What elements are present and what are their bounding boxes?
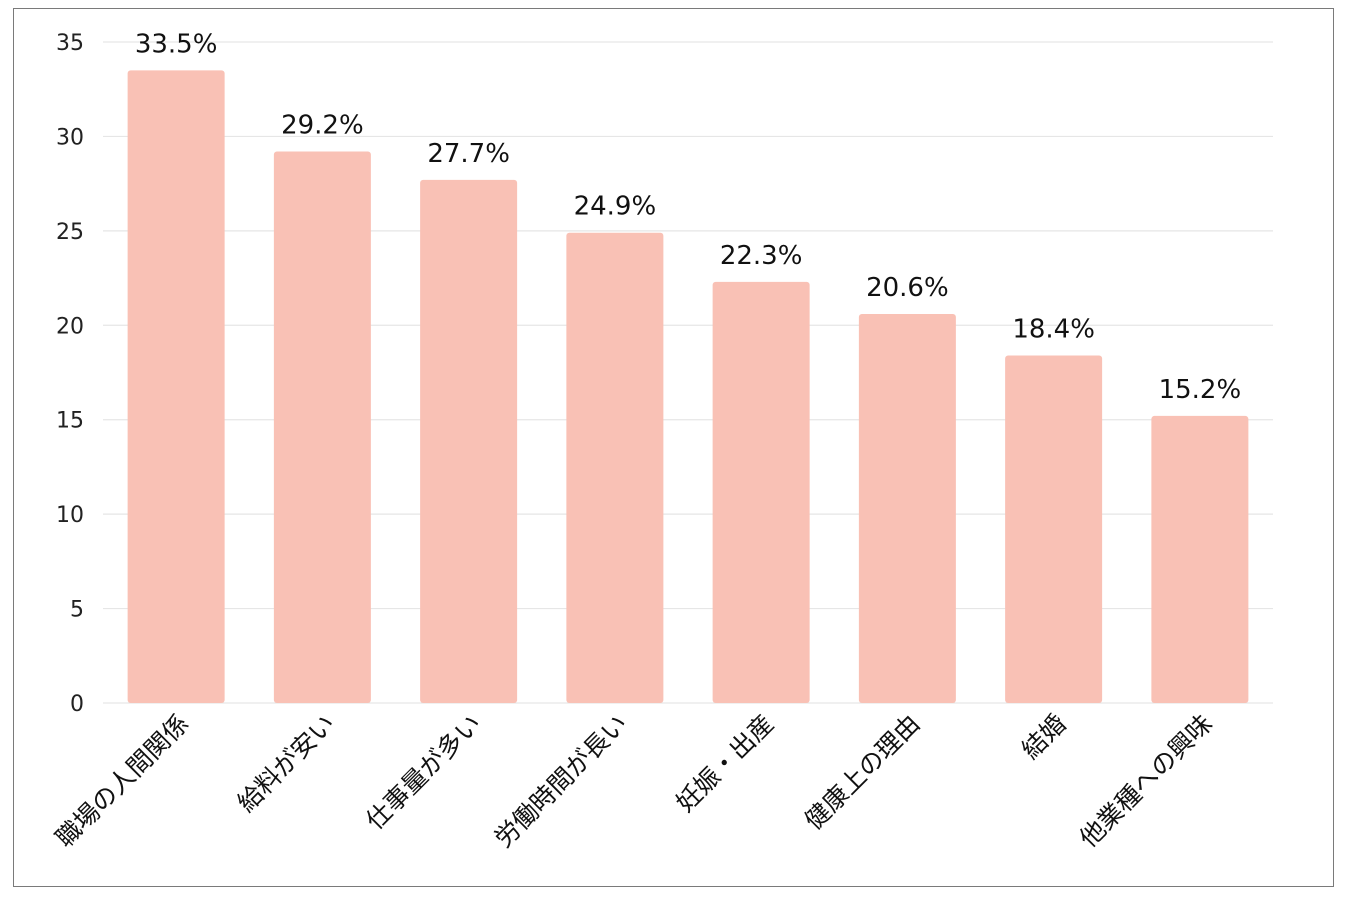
- data-label: 33.5%: [135, 29, 218, 59]
- data-label: 29.2%: [281, 111, 364, 141]
- bar: [420, 179, 518, 703]
- data-label: 22.3%: [720, 241, 803, 271]
- bar: [566, 232, 664, 703]
- x-tick-label: 職場の人間関係: [50, 709, 194, 853]
- x-tick-label: 結婚: [1016, 709, 1072, 765]
- data-label: 15.2%: [1159, 375, 1242, 405]
- bar: [1151, 415, 1249, 703]
- y-tick-label: 10: [56, 503, 84, 528]
- y-tick-label: 35: [56, 31, 84, 56]
- data-label: 27.7%: [427, 139, 510, 169]
- bar: [712, 281, 810, 703]
- data-label: 20.6%: [866, 273, 949, 303]
- data-label: 18.4%: [1012, 315, 1095, 345]
- x-tick-label: 他業種への興味: [1074, 709, 1218, 853]
- x-tick-label: 妊娠・出産: [670, 709, 779, 818]
- chart-frame: [13, 8, 1334, 887]
- x-tick-label: 仕事量が多い: [360, 709, 487, 836]
- x-tick-label: 労働時間が長い: [489, 709, 633, 853]
- data-labels: 33.5% 29.2% 27.7% 24.9% 22.3% 20.6% 18.4% 15.2%: [135, 29, 1241, 405]
- x-tick-label: 給料が安い: [232, 709, 341, 818]
- y-tick-label: 0: [70, 692, 84, 717]
- data-label: 24.9%: [574, 192, 657, 222]
- category-labels: 職場の人間関係 給料が安い 仕事量が多い 労働時間が長い 妊娠・出産 健康上の理由 結婚 他業…: [50, 709, 1218, 853]
- y-tick-label: 20: [56, 314, 84, 339]
- y-axis-ticks: 0 5 10 15 20 25 30 35: [56, 31, 84, 717]
- bar: [858, 313, 956, 703]
- bar: [273, 151, 371, 704]
- x-tick-label: 健康上の理由: [799, 709, 926, 836]
- bar: [1005, 355, 1103, 703]
- y-tick-label: 15: [56, 409, 84, 434]
- y-tick-label: 25: [56, 220, 84, 245]
- bar: [127, 70, 225, 704]
- y-tick-label: 5: [70, 598, 84, 623]
- y-tick-label: 30: [56, 125, 84, 150]
- bars: [127, 70, 1249, 704]
